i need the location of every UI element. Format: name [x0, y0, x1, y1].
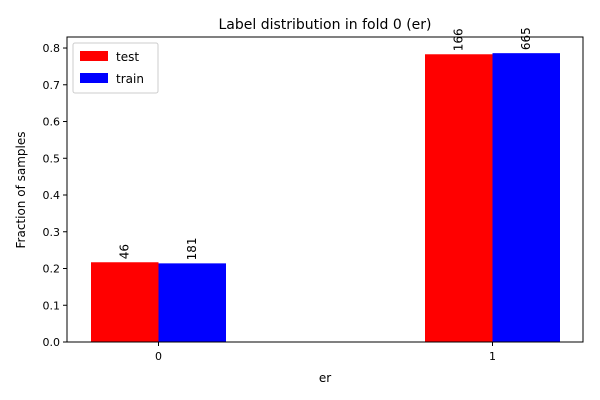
bar-test-0	[91, 262, 159, 342]
axes-frame	[66, 36, 584, 343]
legend-label-test: test	[116, 50, 139, 64]
bar-value-label: 166	[452, 28, 466, 51]
y-axis-label: Fraction of samples	[14, 132, 28, 249]
y-tick-label: 0.8	[43, 42, 61, 55]
x-tick-label: 0	[155, 350, 162, 363]
y-tick-label: 0.6	[43, 116, 61, 129]
y-tick-label: 0.3	[43, 226, 61, 239]
bar-train-0	[158, 263, 226, 342]
x-tick-label: 1	[489, 350, 496, 363]
legend-swatch-train	[80, 73, 108, 83]
y-tick-label: 0.7	[43, 79, 61, 92]
y-tick-label: 0.2	[43, 263, 61, 276]
x-axis-label: er	[319, 371, 331, 385]
bar-train-1	[492, 53, 560, 343]
legend: test train	[72, 42, 159, 94]
bar-test-1	[425, 54, 493, 342]
y-tick-label: 0.0	[43, 336, 61, 349]
bar-value-label: 181	[185, 237, 199, 260]
chart-title: Label distribution in fold 0 (er)	[218, 17, 431, 33]
y-tick-label: 0.1	[43, 299, 61, 312]
y-tick-label: 0.5	[43, 152, 61, 165]
bar-value-label: 46	[118, 244, 132, 259]
y-tick-label: 0.4	[43, 189, 61, 202]
plot-area: 46 166 181 665 0.0 0.1 0.2 0.3 0.4 0.5 0.6 0.7 0.8 0 1	[43, 27, 584, 363]
legend-swatch-test	[80, 51, 108, 61]
bar-value-label: 665	[519, 27, 533, 50]
legend-label-train: train	[116, 72, 144, 86]
